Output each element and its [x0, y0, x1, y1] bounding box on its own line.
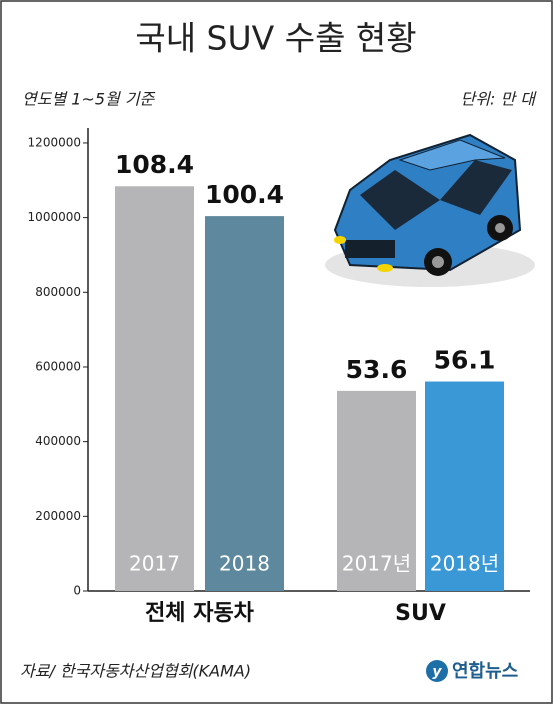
bar-label: 2018	[219, 552, 270, 576]
subtitle: 연도별 1~5월 기준	[22, 90, 156, 109]
y-tick-label: 200000	[35, 509, 81, 523]
bar-label: 2017년	[342, 552, 411, 576]
svg-text:y: y	[432, 664, 442, 680]
group-label: SUV	[395, 601, 446, 626]
y-tick-label: 0	[73, 584, 81, 598]
car-illustration	[325, 133, 535, 287]
value-label: 100.4	[205, 180, 284, 209]
bar-label: 2018년	[430, 552, 499, 576]
bar	[425, 381, 504, 591]
logo: 연합뉴스	[452, 660, 518, 682]
y-tick-label: 400000	[35, 434, 81, 448]
group-label: 전체 자동차	[145, 601, 255, 626]
value-label: 53.6	[346, 355, 408, 384]
y-tick-label: 1000000	[28, 210, 81, 224]
value-label: 108.4	[115, 150, 194, 179]
bar	[205, 216, 284, 591]
source: 자료/ 한국자동차산업협회(KAMA)	[20, 662, 251, 681]
bar	[115, 186, 194, 591]
bar-label: 2017	[129, 552, 180, 576]
y-tick-label: 800000	[35, 285, 81, 299]
y-tick-label: 600000	[35, 359, 81, 373]
logo-icon: y	[426, 660, 448, 682]
unit-note: 단위: 만 대	[461, 90, 538, 109]
value-label: 56.1	[434, 346, 496, 375]
chart-title: 국내 SUV 수출 현황	[135, 19, 416, 58]
y-tick-label: 1200000	[28, 135, 81, 149]
bar	[337, 390, 416, 591]
